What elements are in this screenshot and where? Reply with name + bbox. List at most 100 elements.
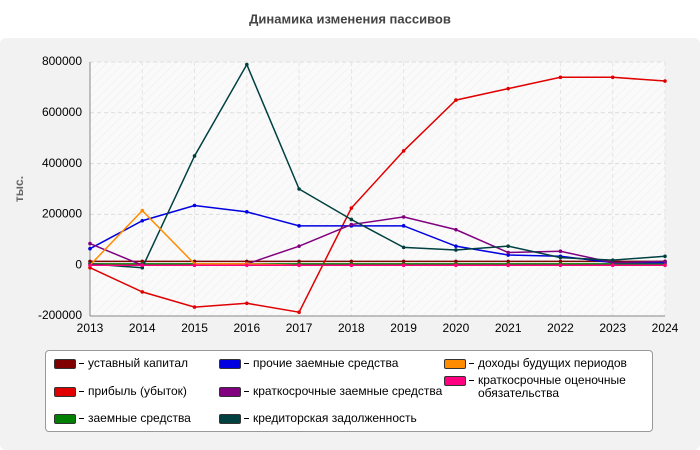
point (140, 290, 145, 294)
legend-item: краткосрочные заемные средства (219, 383, 444, 398)
point (506, 244, 510, 248)
point (663, 79, 667, 83)
legend-item: доходы будущих периодов (444, 357, 644, 370)
point (401, 263, 406, 268)
point (192, 263, 197, 268)
point (297, 224, 301, 228)
y-axis-label: тыс. (12, 176, 26, 202)
x-tick-label: 2013 (77, 321, 104, 335)
y-tick-label: 800000 (42, 54, 82, 68)
legend-swatch (54, 386, 76, 397)
legend-swatch (219, 414, 241, 424)
x-tick-label: 2018 (338, 321, 365, 335)
series-line (89, 76, 666, 314)
point (506, 250, 510, 255)
point (454, 244, 458, 248)
point (610, 260, 615, 265)
series-line (89, 62, 666, 269)
x-tick-label: 2022 (547, 321, 574, 335)
y-tick-label: 400000 (42, 156, 82, 170)
y-tick-label: -200000 (38, 308, 82, 322)
point (297, 244, 301, 248)
point (454, 263, 458, 268)
legend-label: прибыль (убыток) (88, 383, 187, 398)
point (140, 259, 145, 264)
point (140, 218, 145, 223)
point (245, 263, 249, 268)
legend-item: кредиторская задолженность (219, 412, 444, 425)
x-tick-label: 2020 (443, 321, 470, 335)
point (245, 210, 249, 214)
legend: уставный капитал прибыль (убыток) заемные … (45, 350, 653, 432)
legend-label: уставный капитал (88, 356, 188, 370)
point (349, 259, 354, 264)
point (506, 259, 510, 264)
legend-dash (244, 418, 249, 419)
point (88, 246, 92, 251)
x-tick-label: 2023 (599, 321, 626, 335)
legend-column: доходы будущих периодов краткосрочные оце… (444, 357, 644, 425)
legend-swatch (444, 376, 466, 386)
legend-label: краткосрочные оценочные обязательства (478, 373, 626, 400)
legend-dash (79, 418, 84, 419)
point (454, 259, 458, 264)
point (454, 227, 458, 232)
point (506, 263, 510, 268)
point (558, 263, 563, 268)
x-tick-label: 2014 (129, 321, 156, 335)
x-tick-label: 2024 (652, 321, 679, 335)
point (297, 259, 301, 264)
point (506, 253, 510, 257)
legend-label: краткосрочные заемные средства (253, 383, 443, 398)
point (401, 224, 406, 228)
legend-swatch (219, 359, 241, 369)
chart-title: Динамика изменения пассивов (249, 11, 451, 26)
point (297, 263, 301, 268)
point (245, 301, 249, 306)
legend-swatch (444, 359, 466, 369)
point (663, 259, 667, 264)
point (245, 62, 249, 67)
y-tick-label: 0 (75, 257, 82, 271)
point (454, 248, 458, 252)
x-tick-label: 2015 (181, 321, 208, 335)
point (140, 263, 145, 268)
legend-dash (469, 363, 474, 364)
point (663, 263, 667, 268)
x-tick-label: 2016 (233, 321, 260, 335)
point (558, 255, 563, 260)
point (454, 98, 458, 102)
point (140, 265, 145, 270)
legend-swatch (54, 359, 76, 369)
x-tick-label: 2017 (286, 321, 313, 335)
point (297, 310, 301, 314)
point (245, 259, 249, 264)
legend-dash (469, 380, 474, 381)
legend-label: доходы будущих периодов (478, 356, 627, 370)
legend-swatch (219, 386, 241, 397)
point (506, 86, 510, 91)
legend-label: прочие заемные средства (253, 356, 399, 370)
point (558, 75, 563, 80)
point (401, 259, 406, 264)
point (401, 215, 406, 219)
point (610, 75, 615, 80)
legend-dash (244, 363, 249, 364)
point (88, 265, 92, 270)
legend-label: заемные средства (88, 411, 191, 425)
legend-item: краткосрочные оценочные обязательства (444, 374, 644, 400)
legend-swatch (54, 414, 76, 424)
point (558, 249, 563, 254)
x-tick-label: 2019 (390, 321, 417, 335)
point (401, 149, 406, 153)
point (192, 305, 197, 309)
point (140, 208, 145, 213)
point (88, 259, 92, 264)
point (558, 259, 563, 264)
point (88, 241, 92, 246)
legend-column: уставный капитал прибыль (убыток) заемные … (54, 357, 219, 425)
legend-item: уставный капитал (54, 357, 219, 370)
point (192, 203, 197, 208)
